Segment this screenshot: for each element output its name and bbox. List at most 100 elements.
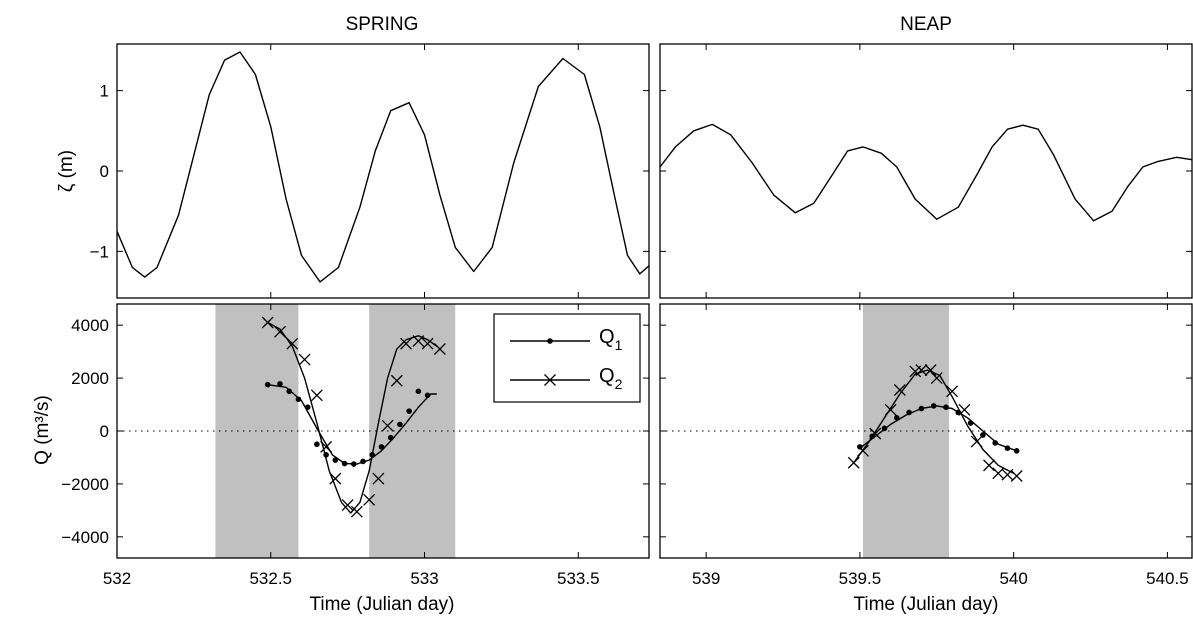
q2-marker [310,389,323,402]
panel-title-spring: SPRING [346,14,419,35]
q2-marker [350,505,363,518]
q1-marker [1004,445,1011,451]
q1-marker [893,414,900,421]
panel-spring-discharge: Q (m³/s) Time (Julian day) 532 532.5 533 53… [32,303,650,615]
q1-marker [406,408,412,414]
q2-marker [372,472,385,485]
q1-marker [943,404,949,410]
panel-spring-elevation: SPRING ζ (m) −1 0 1 [56,14,650,299]
q2-marker [400,337,413,350]
q2-marker [341,499,354,512]
legend-label-subscript: 2 [615,376,623,392]
xlabel-spring: Time (Julian day) [309,594,454,615]
x-tick-label: 539 [692,569,720,588]
panel-title-neap: NEAP [900,14,952,35]
q1-marker [967,420,974,426]
q1-marker [277,381,283,387]
x-tick-label: 540.5 [1146,569,1189,588]
x-tick-label: 533 [410,569,438,588]
q1-marker [295,396,302,403]
y-tick-label: −2000 [61,475,109,494]
axes-frame [116,43,650,299]
q1-marker [881,425,888,432]
panel-neap-discharge: Time (Julian day) 539 539.5 540 540.5 [659,303,1193,615]
plot-neap-discharge: 539 539.5 540 540.5 [659,303,1193,588]
legend-label-0: Q1 [599,326,623,353]
legend-label-1: Q2 [599,365,623,392]
q2-marker [946,385,959,398]
q1-marker [992,440,998,446]
q1-marker [286,388,293,395]
y-tick-label: 2000 [71,369,109,388]
q2-marker [915,364,928,377]
x-tick-label: 539.5 [839,569,882,588]
x-tick-label: 532 [103,569,131,588]
legend-box [493,313,641,403]
q2-marker [363,493,376,506]
y-tick-label: 1 [100,82,109,101]
q1-marker [264,381,271,388]
xlabel-neap: Time (Julian day) [853,594,998,615]
q2-marker [893,384,906,396]
y-tick-label: 0 [100,162,109,181]
q1-marker [415,388,422,395]
ylabel-elevation: ζ (m) [56,150,77,192]
q2-marker [320,440,333,453]
q2-marker [884,403,897,416]
q2-marker [930,372,943,385]
q1-marker [360,458,366,465]
q2-marker [924,364,937,377]
y-tick-label: 0 [100,422,109,441]
q1-marker [918,405,925,412]
ylabel-discharge-text: Q (m³/s) [32,395,53,465]
q2-marker [970,435,983,448]
q1-marker [314,441,320,448]
q1-marker [1013,448,1020,454]
q1-marker [350,461,357,467]
q1-marker [424,392,431,399]
q1-marker [906,409,912,416]
q1-marker [930,403,937,409]
legend-label-subscript: 1 [615,337,623,353]
x-tick-label: 532.5 [249,569,292,588]
shaded-region-0 [215,304,299,558]
legend-marker-q2 [544,374,556,386]
q2-marker [1010,470,1023,482]
series-line-1 [267,321,438,514]
series-line-0 [659,123,1193,222]
q2-marker [412,335,425,348]
q2-marker [856,444,869,457]
q1-marker [397,421,403,428]
ylabel-discharge: Q (m³/s) [32,395,53,465]
panel-neap-elevation: NEAP [659,14,1193,299]
q2-marker [286,337,299,350]
q2-marker [958,403,971,416]
q2-marker [869,427,882,440]
y-tick-label: 4000 [71,316,109,335]
q2-marker [983,459,996,472]
q2-marker [421,337,434,350]
q2-marker [433,343,446,355]
q1-marker [332,457,339,463]
axes-frame [659,43,1193,299]
q1-marker [341,460,348,467]
y-tick-label: −1 [90,242,109,261]
y-tick-label: −4000 [61,528,109,547]
q2-marker [298,353,311,366]
legend-label-main: Q [599,326,615,348]
q2-marker [261,316,274,329]
plot-neap-elevation [659,43,1193,299]
q1-marker [378,444,385,450]
q2-marker [847,456,860,469]
x-tick-label: 533.5 [557,569,600,588]
series-line-0 [116,51,650,283]
q2-marker [329,472,342,485]
legend-marker-q1 [547,338,553,344]
q2-marker [381,419,394,432]
q1-marker [387,434,394,441]
plot-spring-elevation: −1 0 1 [90,43,650,299]
q2-marker [390,374,403,387]
